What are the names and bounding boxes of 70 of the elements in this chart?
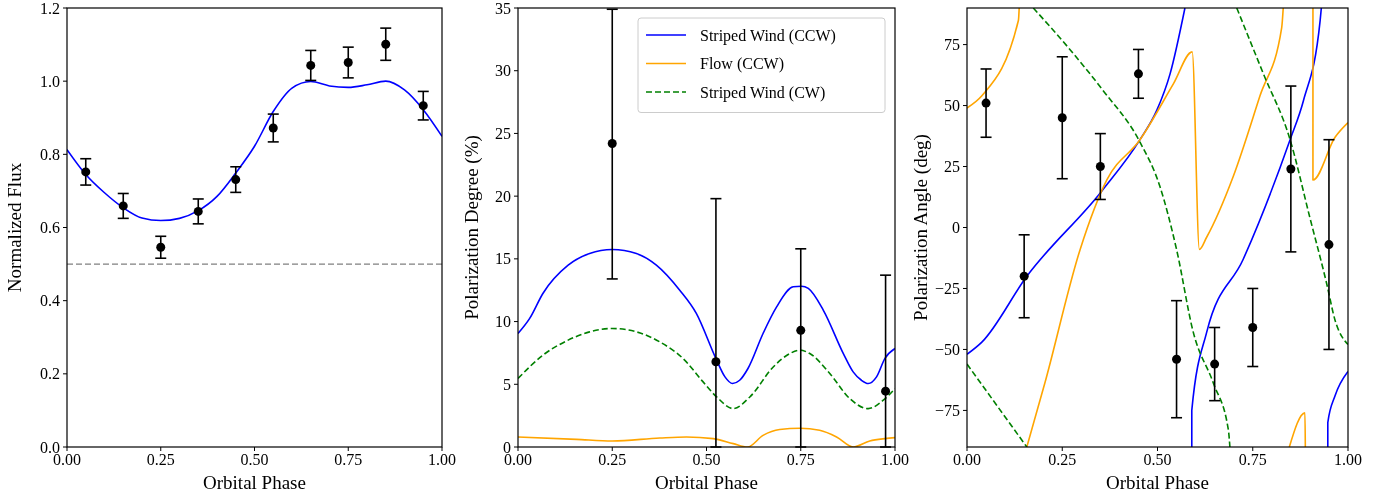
legend-label: Striped Wind (CCW) <box>700 26 836 45</box>
point <box>306 60 316 70</box>
point <box>1172 354 1182 364</box>
point <box>1095 162 1105 172</box>
y-tick-label: 5 <box>503 375 511 393</box>
y-tick-label: 1.0 <box>40 72 60 90</box>
line-series <box>67 80 442 222</box>
x-tick-label: 0.25 <box>1048 451 1077 468</box>
line-series <box>518 427 895 447</box>
y-tick-label: −75 <box>934 402 960 420</box>
y-tick-label: 0.2 <box>40 365 60 383</box>
y-tick-label: 15 <box>495 250 511 268</box>
y-tick-label: 35 <box>495 0 511 17</box>
x-tick-label: 0.50 <box>240 451 269 468</box>
y-tick-label: 10 <box>495 313 511 331</box>
point <box>1248 322 1258 332</box>
y-tick-label: 0 <box>952 219 960 237</box>
y-tick-label: 25 <box>495 125 511 143</box>
point <box>231 175 241 185</box>
x-tick-label: 0.75 <box>334 451 363 468</box>
x-axis-title: Orbital Phase <box>655 472 758 493</box>
legend-label: Striped Wind (CW) <box>700 83 826 102</box>
point <box>193 206 203 216</box>
y-axis-title: Normalized Flux <box>4 162 25 293</box>
line-series <box>518 327 895 410</box>
y-tick-label: 25 <box>944 158 960 176</box>
point <box>418 101 428 111</box>
y-tick-label: 20 <box>495 187 511 205</box>
point <box>607 138 617 148</box>
point <box>1019 271 1029 281</box>
y-tick-label: 0.4 <box>40 292 60 310</box>
x-tick-label: 1.00 <box>428 451 456 468</box>
point <box>1286 164 1296 174</box>
x-tick-label: 0.50 <box>692 451 721 468</box>
point <box>981 98 991 108</box>
point <box>1057 113 1067 123</box>
y-tick-label: 50 <box>944 97 960 115</box>
point <box>343 58 353 68</box>
y-tick-label: −50 <box>934 341 960 359</box>
x-tick-label: 0.75 <box>786 451 815 468</box>
point <box>711 357 721 367</box>
point <box>1210 359 1220 369</box>
y-tick-label: −25 <box>934 280 960 298</box>
y-tick-label: 1.2 <box>40 0 60 17</box>
x-tick-label: 0.50 <box>1143 451 1172 468</box>
point <box>81 167 91 177</box>
y-tick-label: 30 <box>495 62 511 80</box>
x-axis-title: Orbital Phase <box>203 472 306 493</box>
line-series <box>518 248 895 385</box>
y-tick-label: 75 <box>944 36 960 54</box>
y-axis-title: Polarization Angle (deg) <box>910 134 932 321</box>
point <box>268 123 278 133</box>
y-tick-label: 0.8 <box>40 145 60 163</box>
point <box>381 39 391 49</box>
y-axis-title: Polarization Degree (%) <box>461 135 483 320</box>
y-tick-label: 0.6 <box>40 219 60 237</box>
x-tick-label: 0.25 <box>598 451 627 468</box>
point <box>156 242 166 252</box>
x-tick-label: 0.75 <box>1238 451 1267 468</box>
legend-label: Flow (CCW) <box>700 55 784 74</box>
x-axis-title: Orbital Phase <box>1106 472 1209 493</box>
point <box>1133 69 1143 79</box>
x-tick-label: 1.00 <box>881 451 909 468</box>
point <box>1324 240 1334 250</box>
point <box>881 386 891 396</box>
point <box>796 325 806 335</box>
point <box>118 201 128 211</box>
x-tick-label: 0.00 <box>953 451 981 468</box>
x-tick-label: 1.00 <box>1334 451 1362 468</box>
x-tick-label: 0.25 <box>146 451 175 468</box>
